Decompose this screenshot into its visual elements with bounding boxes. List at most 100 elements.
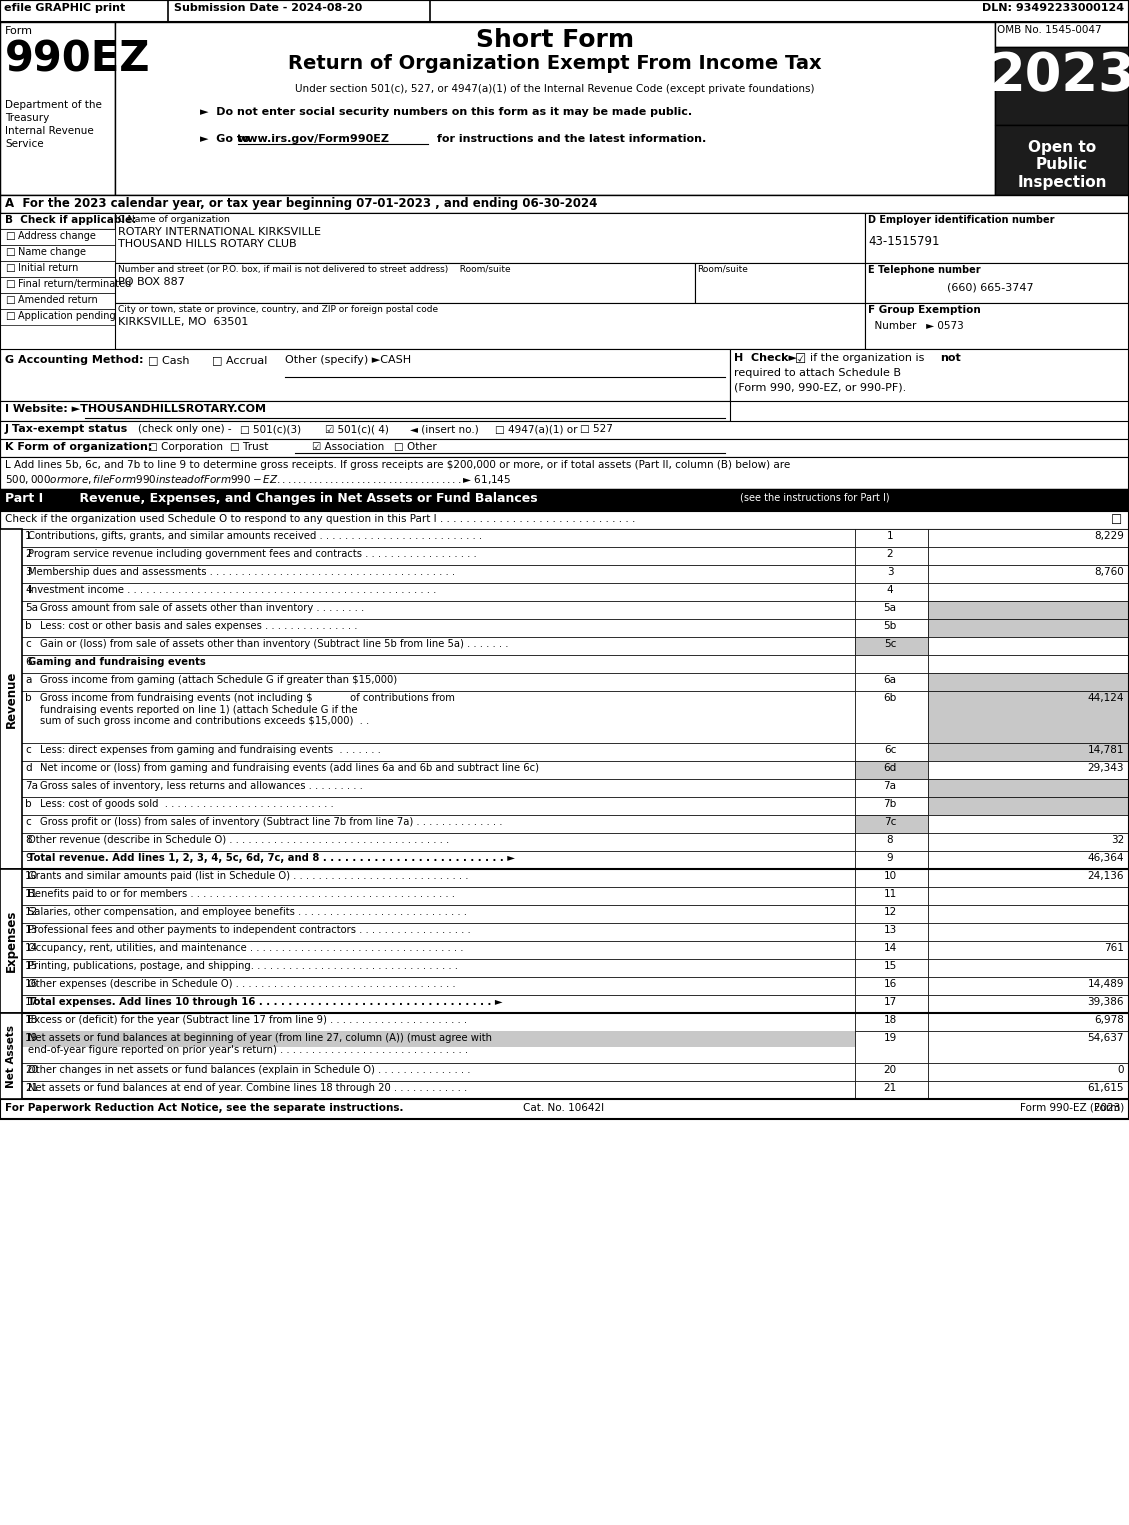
Text: ☑: ☑	[795, 352, 806, 366]
Text: Expenses: Expenses	[5, 910, 18, 973]
Text: 19: 19	[25, 1032, 38, 1043]
Text: 39,386: 39,386	[1087, 997, 1124, 1006]
Bar	[855, 761, 928, 779]
Bar	[855, 959, 928, 978]
Bar	[855, 904, 928, 923]
Text: Department of the: Department of the	[5, 101, 102, 110]
Bar	[0, 978, 855, 994]
Text: □ 527: □ 527	[580, 424, 613, 435]
Bar	[928, 994, 1129, 1013]
Bar	[928, 1063, 1129, 1081]
Bar	[928, 959, 1129, 978]
Text: 0: 0	[1118, 1064, 1124, 1075]
Text: 5a: 5a	[25, 602, 38, 613]
Bar	[0, 904, 855, 923]
Bar	[695, 262, 865, 303]
Bar	[115, 303, 865, 349]
Text: ►  Go to: ► Go to	[200, 134, 254, 143]
Text: 8: 8	[886, 836, 893, 845]
Bar	[0, 439, 1129, 458]
Text: for instructions and the latest information.: for instructions and the latest informat…	[434, 134, 707, 143]
Text: □: □	[5, 230, 15, 241]
Bar	[0, 583, 855, 601]
Bar	[0, 195, 1129, 214]
Bar	[115, 214, 865, 262]
Text: ROTARY INTERNATIONAL KIRKSVILLE: ROTARY INTERNATIONAL KIRKSVILLE	[119, 227, 321, 236]
Text: G Accounting Method:: G Accounting Method:	[5, 355, 143, 364]
Text: Treasury: Treasury	[5, 113, 50, 124]
Text: Investment income . . . . . . . . . . . . . . . . . . . . . . . . . . . . . . . : Investment income . . . . . . . . . . . …	[28, 586, 437, 595]
Bar	[0, 1101, 1129, 1116]
Text: □ Corporation: □ Corporation	[148, 442, 224, 451]
Bar	[928, 637, 1129, 656]
Bar	[855, 941, 928, 959]
Text: Total revenue. Add lines 1, 2, 3, 4, 5c, 6d, 7c, and 8 . . . . . . . . . . . . .: Total revenue. Add lines 1, 2, 3, 4, 5c,…	[28, 852, 515, 863]
Text: Net assets or fund balances at beginning of year (from line 27, column (A)) (mus: Net assets or fund balances at beginning…	[28, 1032, 492, 1055]
Bar	[0, 0, 1129, 1119]
Text: 10: 10	[25, 871, 38, 881]
Bar	[0, 293, 115, 310]
Text: □: □	[5, 247, 15, 258]
Bar	[928, 1031, 1129, 1063]
Text: Gross profit or (loss) from sales of inventory (Subtract line 7b from line 7a) .: Gross profit or (loss) from sales of inv…	[40, 817, 502, 827]
Text: Net income or (loss) from gaming and fundraising events (add lines 6a and 6b and: Net income or (loss) from gaming and fun…	[40, 762, 539, 773]
Text: 2023: 2023	[989, 50, 1129, 102]
Text: Application pending: Application pending	[18, 311, 115, 320]
Bar	[855, 1063, 928, 1081]
Text: Net assets or fund balances at end of year. Combine lines 18 through 20 . . . . : Net assets or fund balances at end of ye…	[28, 1083, 467, 1093]
Text: Cat. No. 10642I: Cat. No. 10642I	[524, 1103, 604, 1113]
Bar	[928, 978, 1129, 994]
Bar	[0, 743, 855, 761]
Bar	[855, 798, 928, 814]
Text: □ 4947(a)(1) or: □ 4947(a)(1) or	[495, 424, 578, 435]
Text: 11: 11	[883, 889, 896, 900]
Bar	[0, 458, 1129, 490]
Text: □ Trust: □ Trust	[230, 442, 269, 451]
Text: Open to
Public
Inspection: Open to Public Inspection	[1017, 140, 1106, 189]
Text: Form 990-EZ (2023): Form 990-EZ (2023)	[1019, 1103, 1124, 1113]
Text: 29,343: 29,343	[1087, 762, 1124, 773]
Bar	[855, 529, 928, 547]
Text: efile GRAPHIC print: efile GRAPHIC print	[5, 3, 125, 14]
Bar	[0, 214, 115, 229]
Bar	[0, 1063, 855, 1081]
Text: Gross sales of inventory, less returns and allowances . . . . . . . . .: Gross sales of inventory, less returns a…	[40, 781, 362, 791]
Text: www.irs.gov/Form990EZ: www.irs.gov/Form990EZ	[238, 134, 390, 143]
Text: Part I: Part I	[5, 493, 43, 505]
Text: (check only one) -: (check only one) -	[138, 424, 231, 435]
Text: Name change: Name change	[18, 247, 86, 258]
Bar	[0, 833, 855, 851]
Text: not: not	[940, 352, 961, 363]
Text: 61,615: 61,615	[1087, 1083, 1124, 1093]
Text: City or town, state or province, country, and ZIP or foreign postal code: City or town, state or province, country…	[119, 305, 438, 314]
Text: Internal Revenue: Internal Revenue	[5, 127, 94, 136]
Text: □: □	[5, 262, 15, 273]
Text: 7a: 7a	[884, 781, 896, 791]
Bar	[855, 869, 928, 888]
Text: Room/suite: Room/suite	[697, 265, 747, 274]
Text: □ 501(c)(3): □ 501(c)(3)	[240, 424, 301, 435]
Text: a: a	[25, 676, 32, 685]
Bar	[995, 125, 1129, 195]
Text: 54,637: 54,637	[1087, 1032, 1124, 1043]
Bar	[0, 1081, 855, 1100]
Text: Number and street (or P.O. box, if mail is not delivered to street address)    R: Number and street (or P.O. box, if mail …	[119, 265, 510, 274]
Bar	[928, 779, 1129, 798]
Bar	[0, 564, 855, 583]
Text: L Add lines 5b, 6c, and 7b to line 9 to determine gross receipts. If gross recei: L Add lines 5b, 6c, and 7b to line 9 to …	[5, 461, 790, 470]
Bar	[0, 1013, 21, 1100]
Text: 6b: 6b	[883, 692, 896, 703]
Text: 10: 10	[883, 871, 896, 881]
Bar	[0, 1031, 855, 1048]
Text: 14: 14	[25, 942, 38, 953]
Bar	[0, 673, 855, 691]
Bar	[865, 214, 1129, 262]
Bar	[0, 601, 855, 619]
Bar	[0, 798, 855, 814]
Text: □ Other: □ Other	[394, 442, 437, 451]
Text: 1: 1	[25, 531, 32, 541]
Text: Gross income from gaming (attach Schedule G if greater than $15,000): Gross income from gaming (attach Schedul…	[40, 676, 397, 685]
Bar	[115, 262, 695, 303]
Text: Submission Date - 2024-08-20: Submission Date - 2024-08-20	[174, 3, 362, 14]
Text: 14,489: 14,489	[1087, 979, 1124, 990]
